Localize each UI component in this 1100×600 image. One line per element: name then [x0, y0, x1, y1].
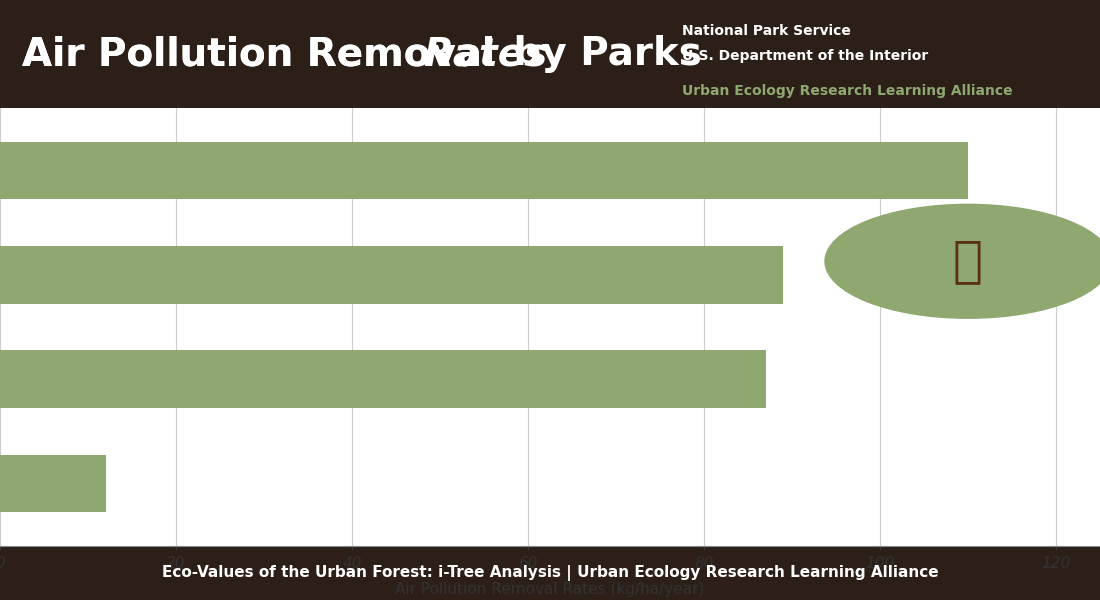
X-axis label: Air Pollution Removal Rates (kg/ha/year): Air Pollution Removal Rates (kg/ha/year) — [395, 582, 705, 597]
Text: U.S. Department of the Interior: U.S. Department of the Interior — [682, 49, 928, 62]
Text: by Parks: by Parks — [500, 35, 703, 73]
Bar — [0, 246, 783, 304]
Text: Rates: Rates — [424, 35, 548, 73]
Text: National Park Service: National Park Service — [682, 24, 851, 38]
Text: Eco-Values of the Urban Forest: i-Tree Analysis | Urban Ecology Research Learnin: Eco-Values of the Urban Forest: i-Tree A… — [162, 565, 938, 581]
Text: Air Pollution Removal: Air Pollution Removal — [22, 35, 508, 73]
Bar — [0, 142, 968, 199]
Text: 🫁: 🫁 — [953, 237, 983, 285]
Circle shape — [825, 205, 1100, 318]
Text: Urban Ecology Research Learning Alliance: Urban Ecology Research Learning Alliance — [682, 84, 1013, 98]
Text: Air Pollution Removal: Air Pollution Removal — [22, 35, 508, 73]
Bar — [0, 350, 766, 408]
Bar — [0, 455, 106, 512]
